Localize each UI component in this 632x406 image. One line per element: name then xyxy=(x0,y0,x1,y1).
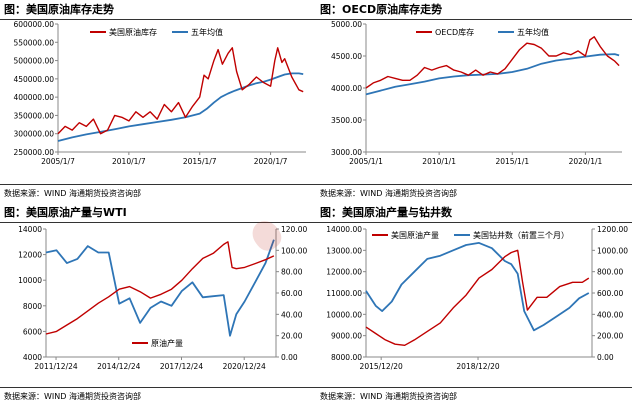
panel-title: 图：美国原油库存走势 xyxy=(4,3,114,16)
series-line-blue xyxy=(45,239,275,337)
panel-us-production-rigs: 图：美国原油产量与钻井数 8000.00 9000.00 10000.00 11000… xyxy=(316,203,632,406)
y-tick-label: 11000.00 xyxy=(326,289,362,298)
y-tick-label: 6000 xyxy=(23,327,42,336)
x-tick-label: 2020/12/24 xyxy=(223,362,266,371)
y-tick-label: 3500.00 xyxy=(331,116,362,125)
y2-tick-label: 20.00 xyxy=(281,332,303,341)
legend-label: 五年均值 xyxy=(517,27,549,37)
source-divider xyxy=(316,387,632,388)
y2-tick-label: 800.00 xyxy=(597,268,623,277)
y2-tick-label: 1000.00 xyxy=(597,246,628,255)
series-line-blue xyxy=(365,241,590,332)
series-line-red xyxy=(365,249,590,347)
y2-tick-label: 120.00 xyxy=(281,225,307,234)
series-line-red xyxy=(45,241,275,335)
source-note: 数据来源：WIND 海通期货投资咨询部 xyxy=(320,392,457,401)
y2-tick-label: 0.00 xyxy=(281,353,298,362)
x-tick-label: 2020/1/1 xyxy=(569,157,603,166)
us-production-rigs-chart: 8000.00 9000.00 10000.00 11000.00 12000.00 13… xyxy=(326,225,628,371)
y-tick-label: 300000.00 xyxy=(13,130,54,139)
x-tick-label: 2015/12/20 xyxy=(360,362,403,371)
y-tick-label: 9000.00 xyxy=(331,332,362,341)
x-tick-label: 2017/12/24 xyxy=(160,362,203,371)
y-tick-label: 600000.00 xyxy=(13,20,54,29)
source-note: 数据来源：WIND 海通期货投资咨询部 xyxy=(4,189,141,198)
source-note: 数据来源：WIND 海通期货投资咨询部 xyxy=(320,189,457,198)
y-tick-label: 10000 xyxy=(18,276,42,285)
y-tick-label: 5000.00 xyxy=(331,20,362,29)
y-tick-label: 12000.00 xyxy=(326,268,362,277)
panel-us-crude-stocks: 图：美国原油库存走势 250000.00 300000.00 350000.00 40… xyxy=(0,0,316,203)
y2-tick-label: 200.00 xyxy=(597,332,623,341)
panel-title: 图：OECD原油库存走势 xyxy=(320,3,443,16)
source-divider xyxy=(0,387,316,388)
y-tick-label: 350000.00 xyxy=(13,111,54,120)
x-tick-label: 2020/1/7 xyxy=(254,157,288,166)
source-divider xyxy=(316,184,632,185)
source-divider xyxy=(0,184,316,185)
y2-tick-label: 400.00 xyxy=(597,310,623,319)
y-tick-label: 4000.00 xyxy=(331,84,362,93)
y-tick-label: 500000.00 xyxy=(13,57,54,66)
legend-label: 原油产量 xyxy=(151,338,183,348)
y2-tick-label: 100.00 xyxy=(281,246,307,255)
y2-tick-label: 1200.00 xyxy=(597,225,628,234)
y-tick-label: 550000.00 xyxy=(13,38,54,47)
panel-us-production-wti: 图：美国原油产量与WTI 4000 6000 8000 10000 12000 14000… xyxy=(0,203,316,406)
panel-title: 图：美国原油产量与钻井数 xyxy=(320,206,452,219)
title-divider xyxy=(0,222,316,223)
y-tick-label: 13000.00 xyxy=(326,246,362,255)
x-tick-label: 2005/1/1 xyxy=(349,157,383,166)
y-tick-label: 4500.00 xyxy=(331,52,362,61)
x-tick-label: 2011/12/24 xyxy=(34,362,77,371)
x-tick-label: 2010/1/7 xyxy=(112,157,146,166)
y2-tick-label: 60.00 xyxy=(281,289,303,298)
title-divider xyxy=(316,19,632,20)
y-tick-label: 14000.00 xyxy=(326,225,362,234)
title-divider xyxy=(316,222,632,223)
series-line-blue xyxy=(365,53,620,96)
y2-tick-label: 0.00 xyxy=(597,353,614,362)
panel-oecd-crude-stocks: 图：OECD原油库存走势 3000.00 3500.00 4000.00 4500.0… xyxy=(316,0,632,203)
y-tick-label: 8000 xyxy=(23,302,42,311)
title-divider xyxy=(0,19,316,20)
legend-label: OECD库存 xyxy=(435,27,474,37)
y-tick-label: 400000.00 xyxy=(13,93,54,102)
legend-label: 美国钻井数（前置三个月） xyxy=(473,230,569,240)
series-line-red xyxy=(57,47,304,135)
y-tick-label: 3000.00 xyxy=(331,148,362,157)
us-crude-stocks-chart: 250000.00 300000.00 350000.00 400000.00 4500… xyxy=(13,20,306,166)
y2-tick-label: 80.00 xyxy=(281,268,303,277)
y-tick-label: 450000.00 xyxy=(13,75,54,84)
panel-title: 图：美国原油产量与WTI xyxy=(4,206,127,219)
x-tick-label: 2018/12/20 xyxy=(456,362,499,371)
y-tick-label: 250000.00 xyxy=(13,148,54,157)
x-tick-label: 2005/1/7 xyxy=(41,157,75,166)
x-tick-label: 2015/1/7 xyxy=(183,157,217,166)
y-tick-label: 8000.00 xyxy=(331,353,362,362)
source-note: 数据来源：WIND 海通期货投资咨询部 xyxy=(4,392,141,401)
series-line-blue xyxy=(57,72,304,142)
oecd-crude-stocks-chart: 3000.00 3500.00 4000.00 4500.00 5000.00 2005/… xyxy=(331,20,622,166)
series-line-red xyxy=(365,36,620,89)
y-tick-label: 12000 xyxy=(18,251,42,260)
x-tick-label: 2010/1/1 xyxy=(422,157,456,166)
legend-label: 五年均值 xyxy=(191,27,223,37)
legend-label: 美国原油库存 xyxy=(109,27,157,37)
y-tick-label: 4000 xyxy=(23,353,42,362)
y-tick-label: 14000 xyxy=(18,225,42,234)
y2-tick-label: 600.00 xyxy=(597,289,623,298)
y2-tick-label: 40.00 xyxy=(281,310,303,319)
us-production-wti-chart: 4000 6000 8000 10000 12000 14000 0.00 20.00 40.0… xyxy=(18,225,307,371)
x-tick-label: 2015/1/1 xyxy=(495,157,529,166)
legend-label: 美国原油产量 xyxy=(391,230,439,240)
y-tick-label: 10000.00 xyxy=(326,310,362,319)
x-tick-label: 2014/12/24 xyxy=(97,362,140,371)
